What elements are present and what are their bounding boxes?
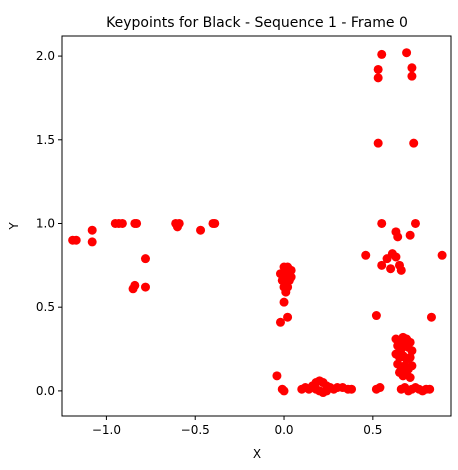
keypoint-marker bbox=[311, 384, 321, 394]
keypoint-marker bbox=[140, 254, 150, 264]
y-axis-ticks: 0.0 0.5 1.0 1.5 2.0 bbox=[36, 49, 62, 398]
keypoint-marker bbox=[279, 297, 289, 307]
keypoint-marker bbox=[377, 260, 387, 270]
keypoint-marker bbox=[283, 312, 293, 322]
plot-area bbox=[61, 35, 452, 417]
keypoint-marker bbox=[361, 250, 371, 260]
keypoint-marker bbox=[410, 218, 420, 228]
keypoint-marker bbox=[377, 218, 387, 228]
y-tick-label: 1.0 bbox=[36, 216, 55, 230]
keypoint-marker bbox=[375, 383, 385, 393]
keypoint-marker bbox=[371, 311, 381, 321]
keypoint-marker bbox=[377, 49, 387, 59]
y-tick-label: 2.0 bbox=[36, 49, 55, 63]
keypoint-marker bbox=[373, 138, 383, 148]
keypoint-marker bbox=[407, 71, 417, 81]
keypoint-marker bbox=[402, 48, 412, 58]
y-tick-label: 1.5 bbox=[36, 133, 55, 147]
keypoint-marker bbox=[71, 235, 81, 245]
keypoint-marker bbox=[405, 352, 415, 362]
keypoint-marker bbox=[210, 218, 220, 228]
keypoint-marker bbox=[386, 264, 396, 274]
keypoint-marker bbox=[409, 138, 419, 148]
keypoint-marker bbox=[393, 232, 403, 242]
keypoint-marker bbox=[130, 280, 140, 290]
x-axis-ticks: −1.0 −0.5 0.0 0.5 bbox=[92, 416, 382, 437]
keypoint-marker bbox=[87, 237, 97, 247]
keypoint-marker bbox=[407, 361, 417, 371]
keypoint-marker bbox=[275, 317, 285, 327]
keypoint-marker bbox=[405, 230, 415, 240]
keypoint-marker bbox=[373, 64, 383, 74]
keypoint-marker bbox=[437, 250, 447, 260]
x-tick-label: −0.5 bbox=[181, 423, 210, 437]
keypoint-marker bbox=[117, 218, 127, 228]
keypoint-marker bbox=[322, 386, 332, 396]
chart-title: Keypoints for Black - Sequence 1 - Frame… bbox=[106, 15, 408, 31]
keypoint-marker bbox=[396, 265, 406, 275]
keypoint-marker bbox=[140, 282, 150, 292]
keypoint-marker bbox=[425, 384, 435, 394]
keypoint-marker bbox=[373, 73, 383, 83]
keypoint-marker bbox=[405, 373, 415, 382]
keypoint-marker bbox=[407, 63, 417, 73]
keypoint-marker bbox=[281, 287, 291, 297]
y-axis-label: Y bbox=[7, 222, 21, 231]
keypoint-marker bbox=[174, 218, 184, 228]
x-tick-label: 0.0 bbox=[274, 423, 293, 437]
plot-frame bbox=[61, 35, 452, 417]
x-tick-label: −1.0 bbox=[92, 423, 121, 437]
keypoint-marker bbox=[272, 371, 282, 381]
x-tick-label: 0.5 bbox=[363, 423, 382, 437]
y-tick-label: 0.5 bbox=[36, 300, 55, 314]
keypoint-marker bbox=[347, 384, 357, 394]
y-tick-label: 0.0 bbox=[36, 384, 55, 398]
keypoint-marker bbox=[279, 386, 289, 396]
keypoint-marker bbox=[391, 252, 401, 262]
points-layer bbox=[68, 48, 447, 398]
keypoint-marker bbox=[196, 225, 206, 235]
keypoint-marker bbox=[426, 312, 436, 322]
keypoint-marker bbox=[87, 225, 97, 235]
keypoint-marker bbox=[132, 218, 142, 228]
x-axis-label: X bbox=[253, 447, 261, 461]
